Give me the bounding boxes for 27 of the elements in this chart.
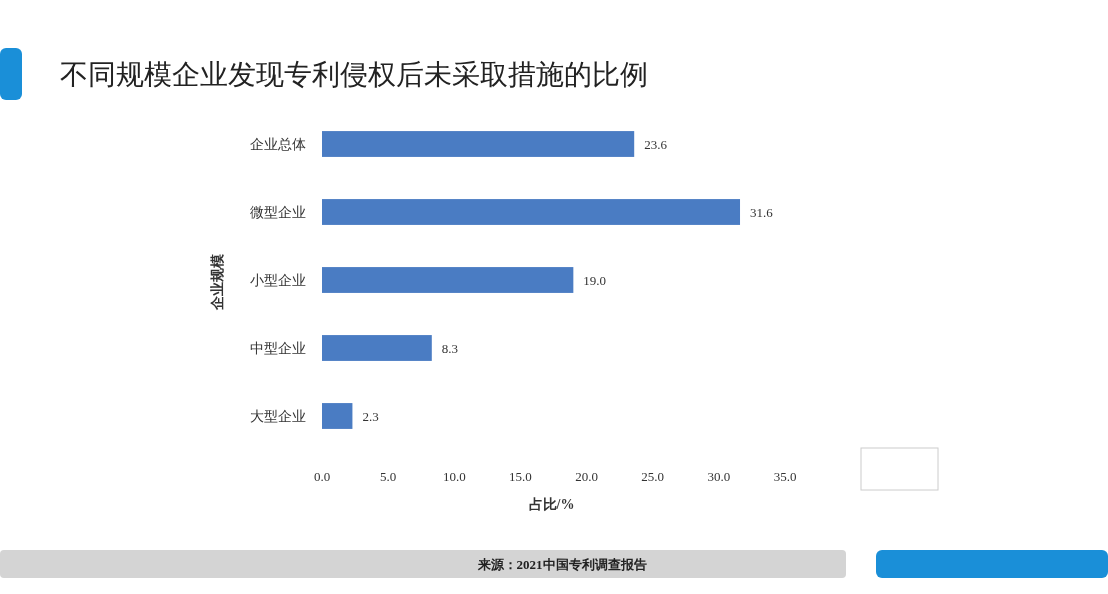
x-axis-title: 占比/%: [528, 497, 575, 512]
bar: [322, 335, 432, 361]
x-tick-label: 0.0: [313, 469, 331, 484]
y-axis-title: 企业规模: [210, 253, 225, 311]
x-tick-label: 15.0: [509, 469, 532, 484]
y-tick-label: 微型企业: [250, 204, 306, 220]
x-tick-label: 30.0: [707, 469, 731, 484]
x-tick-label: 10.0: [442, 469, 466, 484]
data-label: 23.6: [644, 136, 668, 152]
y-tick-label: 中型企业: [250, 340, 306, 356]
x-tick-label: 35.0: [773, 469, 797, 484]
source-note: 来源：2021中国专利调查报告: [476, 557, 647, 572]
x-tick-label: 20.0: [575, 469, 598, 484]
bar: [322, 131, 635, 157]
bar: [322, 267, 574, 293]
data-label: 8.3: [441, 340, 459, 356]
y-tick-label: 小型企业: [250, 272, 306, 288]
data-label: 2.3: [362, 408, 379, 424]
x-tick-label: 25.0: [641, 469, 665, 484]
data-label: 19.0: [583, 272, 607, 288]
bar: [322, 403, 353, 429]
x-tick-label: 5.0: [380, 469, 397, 484]
y-tick-label: 企业总体: [250, 136, 306, 152]
bar: [322, 199, 741, 225]
chart-title: 不同规模企业发现专利侵权后未采取措施的比例: [60, 58, 648, 91]
data-label: 31.6: [750, 204, 774, 220]
y-tick-label: 大型企业: [250, 408, 306, 424]
